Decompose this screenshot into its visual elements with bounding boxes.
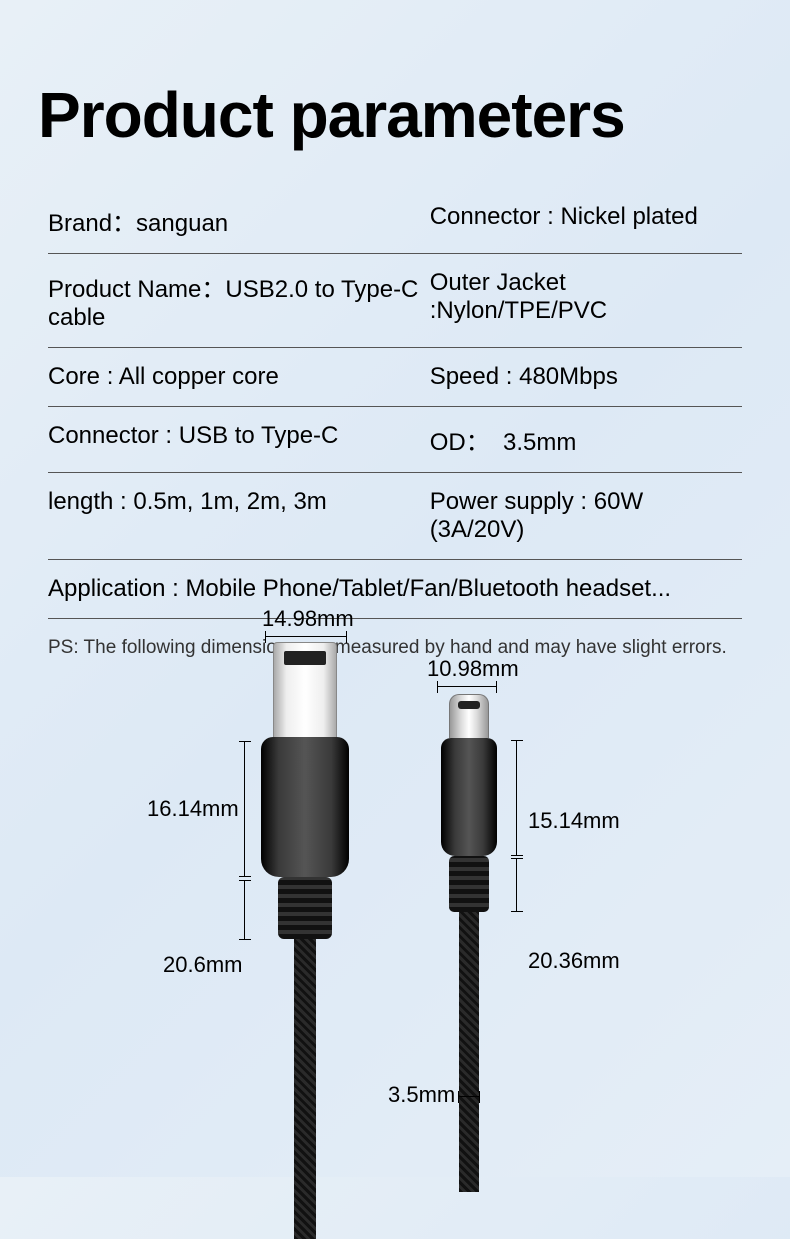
dim-bracket [244,741,245,877]
param-power: Power supply : 60W (3A/20V) [430,488,742,544]
table-row: Core : All copper core Speed : 480Mbps [48,348,742,407]
table-row: Connector : USB to Type-C OD： 3.5mm [48,407,742,473]
usb-c-connector-icon [438,694,500,1192]
param-od: OD： 3.5mm [430,422,742,457]
usb-a-connector-icon [266,642,344,1239]
param-application: Application : Mobile Phone/Tablet/Fan/Bl… [48,575,742,603]
dim-usb-c-strain: 20.36mm [528,948,620,974]
dimension-diagram: 14.98mm 10.98mm 16.14mm 20.6mm 15.14mm 2… [0,600,790,1177]
page-title: Product parameters [0,0,790,152]
dim-bracket [516,740,517,856]
param-connector2: Connector : Nickel plated [430,203,742,238]
dim-usb-c-shell: 15.14mm [528,808,620,834]
param-connector: Connector : USB to Type-C [48,422,430,457]
dim-bracket [244,880,245,940]
table-row: Product Name：USB2.0 to Type-C cable Oute… [48,254,742,348]
table-row: length : 0.5m, 1m, 2m, 3m Power supply :… [48,473,742,560]
dim-cable-od: 3.5mm [388,1082,455,1108]
param-outer-jacket: Outer Jacket :Nylon/TPE/PVC [430,269,742,332]
parameters-table: Brand：sanguan Connector : Nickel plated … [48,188,742,619]
dim-usb-c-width: 10.98mm [427,656,519,682]
dim-usb-a-width: 14.98mm [262,606,354,632]
param-product-name: Product Name：USB2.0 to Type-C cable [48,269,430,332]
param-brand: Brand：sanguan [48,203,430,238]
dim-usb-a-strain: 20.6mm [163,952,242,978]
table-row: Brand：sanguan Connector : Nickel plated [48,188,742,254]
dim-bracket [437,686,497,687]
param-core: Core : All copper core [48,363,430,391]
param-length: length : 0.5m, 1m, 2m, 3m [48,488,430,544]
param-speed: Speed : 480Mbps [430,363,742,391]
dim-bracket [458,1096,480,1097]
dim-usb-a-shell: 16.14mm [147,796,239,822]
dim-bracket [265,636,347,637]
dim-bracket [516,858,517,912]
